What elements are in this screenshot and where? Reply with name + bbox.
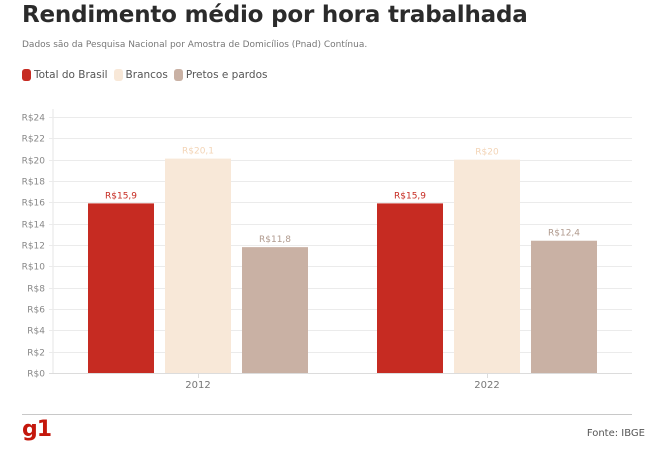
- y-tick-label: R$12: [22, 242, 45, 252]
- y-tick-label: R$16: [22, 199, 46, 209]
- data-label: R$12,4: [548, 229, 580, 239]
- y-tick-label: R$22: [22, 135, 45, 145]
- y-tick-label: R$20: [22, 157, 46, 167]
- legend-label-brancos: Brancos: [125, 69, 168, 81]
- data-label: R$20: [475, 148, 499, 158]
- bar: [242, 247, 308, 373]
- source-note: Fonte: IBGE: [586, 428, 645, 439]
- footer-divider: [22, 414, 632, 415]
- legend-swatch-total: [22, 69, 31, 81]
- chart-subtitle: Dados são da Pesquisa Nacional por Amost…: [22, 40, 368, 50]
- data-label: R$15,9: [394, 191, 426, 201]
- legend: Total do Brasil Brancos Pretos e pardos: [22, 69, 273, 81]
- legend-item-brancos: Brancos: [113, 69, 168, 81]
- legend-item-pretos-pardos: Pretos e pardos: [173, 69, 268, 81]
- data-label: R$15,9: [105, 191, 137, 201]
- bar: [165, 158, 231, 373]
- y-tick-label: R$6: [27, 306, 45, 316]
- g1-logo: g1: [22, 417, 52, 442]
- y-tick-label: R$2: [27, 349, 45, 359]
- bar: [454, 159, 520, 373]
- y-tick-label: R$0: [27, 370, 45, 380]
- legend-label-pretos-pardos: Pretos e pardos: [185, 69, 268, 81]
- bar: [88, 203, 154, 373]
- chart-title: Rendimento médio por hora trabalhada: [22, 2, 528, 28]
- legend-swatch-brancos: [113, 69, 123, 81]
- y-tick-label: R$18: [22, 178, 46, 188]
- x-category-label: 2022: [474, 380, 499, 391]
- x-category-label: 2012: [185, 380, 210, 391]
- bar: [531, 240, 597, 373]
- y-tick-label: R$4: [27, 327, 45, 337]
- y-tick-label: R$24: [22, 114, 46, 124]
- legend-item-total: Total do Brasil: [22, 69, 108, 81]
- legend-swatch-pretos-pardos: [173, 69, 183, 81]
- y-tick-label: R$8: [27, 285, 45, 295]
- bar: [377, 203, 443, 373]
- data-label: R$11,8: [259, 235, 291, 245]
- y-tick-label: R$10: [22, 263, 46, 273]
- data-label: R$20,1: [182, 147, 214, 157]
- legend-label-total: Total do Brasil: [34, 69, 108, 81]
- y-tick-label: R$14: [22, 221, 46, 231]
